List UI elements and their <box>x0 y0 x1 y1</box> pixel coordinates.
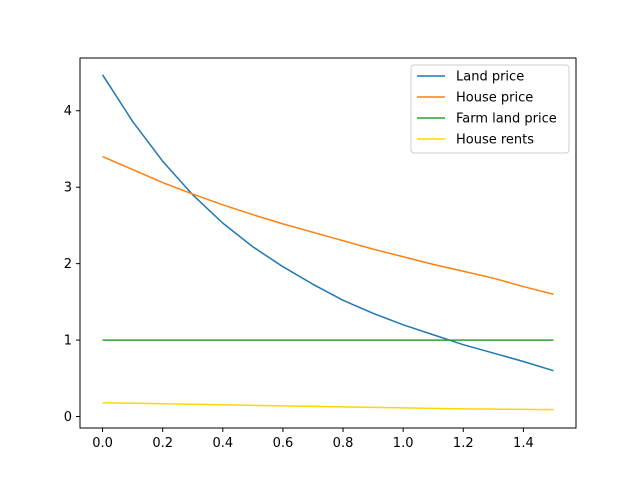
x-tick-label: 1.4 <box>513 436 534 451</box>
x-tick-label: 0.0 <box>92 436 113 451</box>
series-line-land-price <box>101 74 554 372</box>
legend-box <box>410 64 570 154</box>
series-line-house-price <box>102 155 554 295</box>
axes-frame <box>79 57 577 429</box>
y-tick-label: 3 <box>64 181 72 196</box>
x-tick-label: 1.0 <box>393 436 414 451</box>
y-tick-label: 0 <box>64 410 72 425</box>
legend-label-house-price: House price <box>456 91 533 106</box>
legend-label-farm-land-price: Farm land price <box>456 112 557 127</box>
y-tick-label: 2 <box>64 257 72 272</box>
x-tick-label: 0.2 <box>152 436 173 451</box>
legend-label-land-price: Land price <box>456 70 524 85</box>
x-tick-label: 1.2 <box>453 436 474 451</box>
x-tick-label: 0.8 <box>333 436 354 451</box>
x-axis: 0.0 0.2 0.4 0.6 0.8 1.0 1.2 1.4 <box>92 428 534 451</box>
legend-label-house-rents: House rents <box>456 133 534 148</box>
y-axis: 0 1 2 3 4 <box>64 104 80 425</box>
y-tick-label: 4 <box>64 104 72 119</box>
y-tick-label: 1 <box>64 334 72 349</box>
series-line-house-rents <box>102 402 554 411</box>
x-tick-label: 0.4 <box>212 436 233 451</box>
legend: Land price House price Farm land price Hous… <box>410 64 570 154</box>
x-tick-label: 0.6 <box>273 436 294 451</box>
plot-area <box>101 74 554 411</box>
